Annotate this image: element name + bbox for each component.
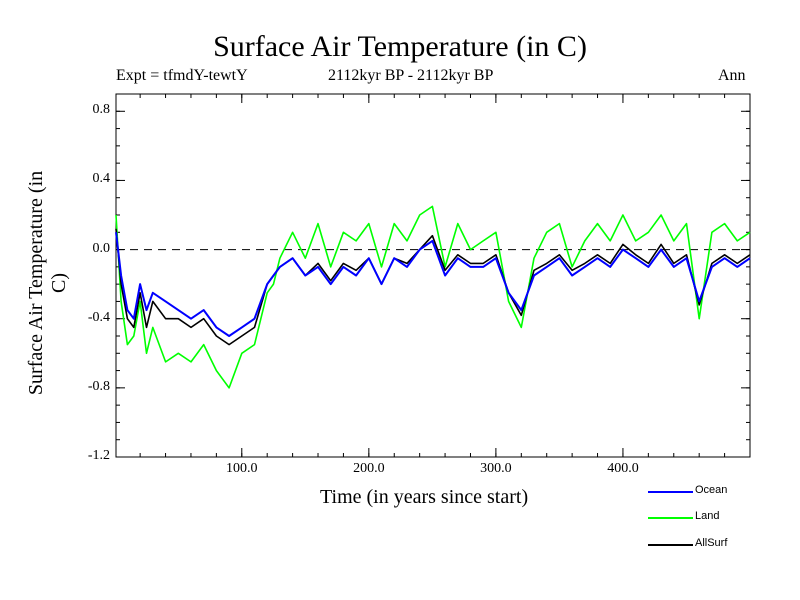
y-tick-label: -0.8 bbox=[87, 378, 110, 394]
legend-label-allsurf: AllSurf bbox=[695, 537, 728, 549]
series-line-ocean bbox=[115, 232, 751, 337]
season-label: Ann bbox=[718, 67, 746, 84]
y-tick-label: -0.4 bbox=[87, 309, 110, 325]
experiment-label: Expt = tfmdY-tewtY bbox=[116, 67, 248, 84]
chart-title: Surface Air Temperature (in C) bbox=[213, 30, 587, 63]
y-tick-label: 0.8 bbox=[92, 102, 111, 118]
x-tick-label: 300.0 bbox=[480, 461, 512, 476]
legend-label-land: Land bbox=[695, 510, 720, 522]
y-axis-label: Surface Air Temperature (in C) bbox=[25, 170, 70, 396]
plot-frame bbox=[115, 93, 751, 458]
series-line-allsurf bbox=[115, 228, 751, 346]
x-tick-label: 200.0 bbox=[353, 461, 385, 476]
y-tick-label: 0.4 bbox=[92, 171, 111, 187]
x-axis-label: Time (in years since start) bbox=[320, 486, 529, 508]
legend-label-ocean: Ocean bbox=[695, 484, 728, 496]
y-tick-label: -1.2 bbox=[87, 448, 110, 463]
series-line-land bbox=[115, 205, 751, 389]
y-tick-label: 0.0 bbox=[92, 240, 111, 256]
x-tick-label: 100.0 bbox=[226, 461, 258, 476]
period-label: 2112kyr BP - 2112kyr BP bbox=[328, 67, 494, 84]
x-tick-label: 400.0 bbox=[607, 461, 639, 476]
